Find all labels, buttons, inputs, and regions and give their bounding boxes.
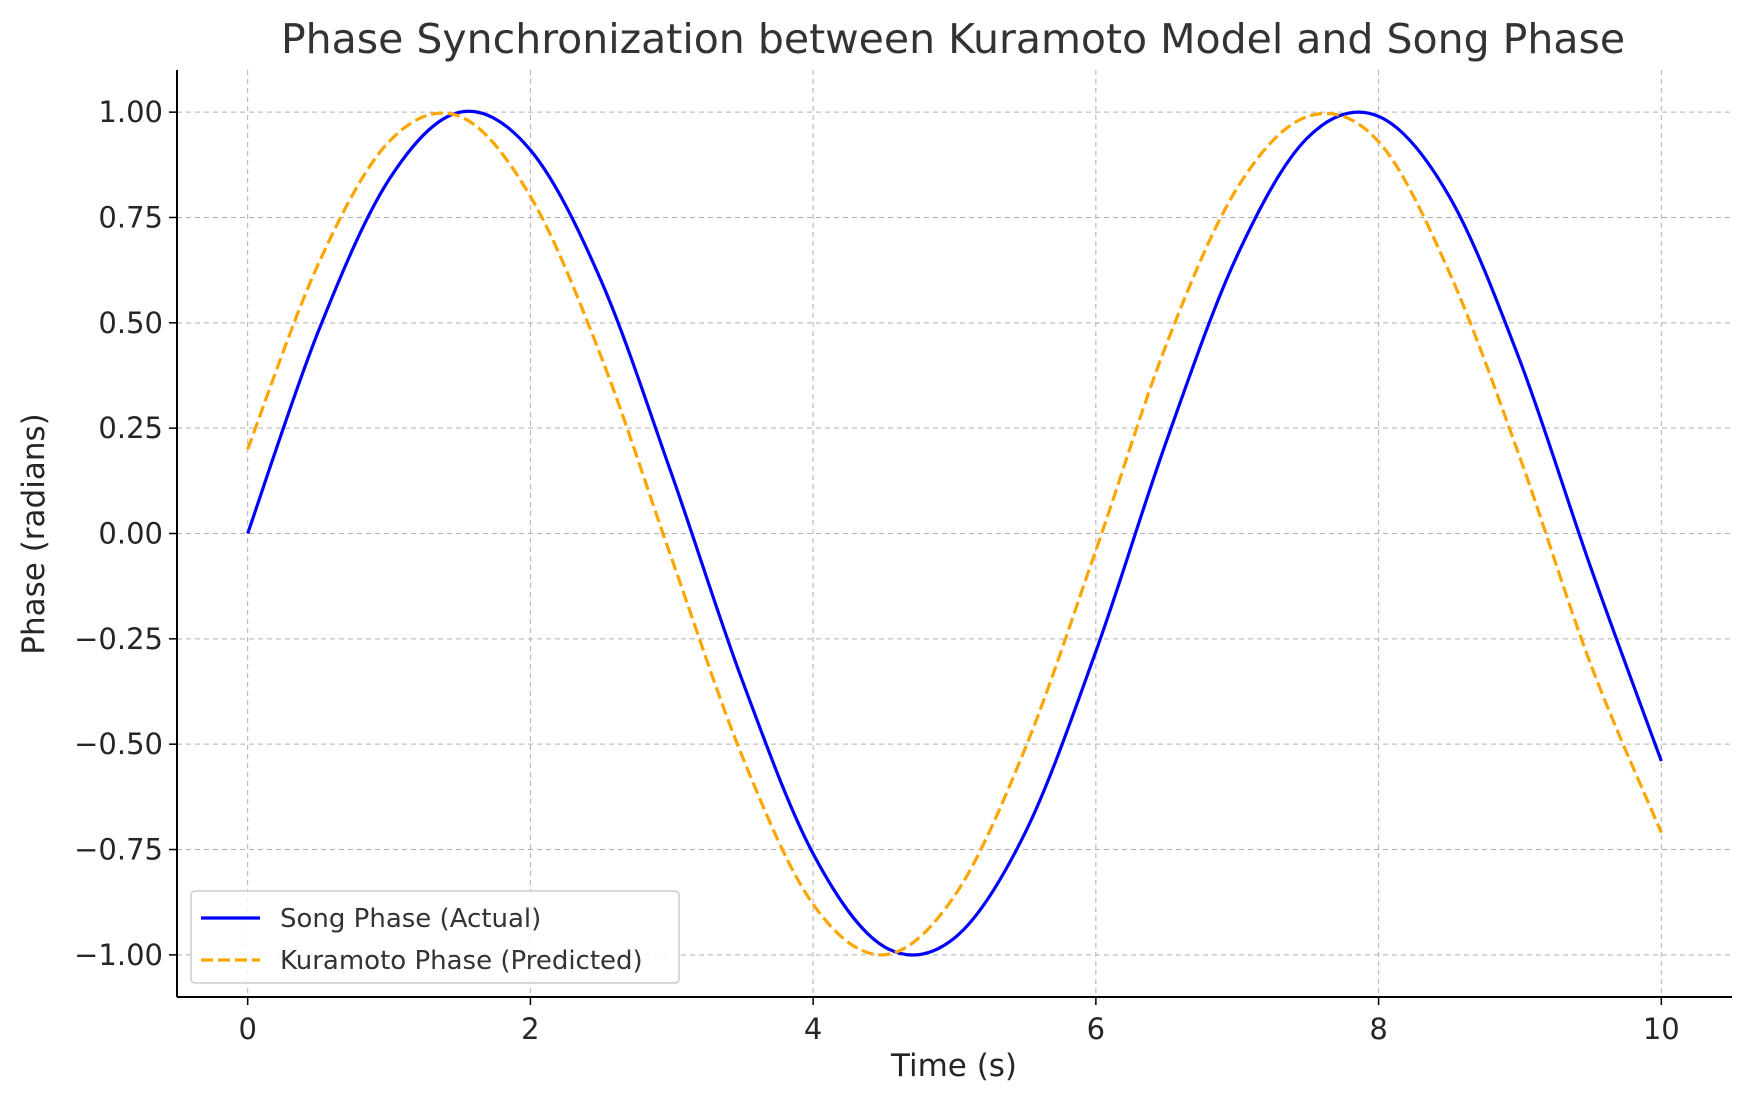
series-line-1	[246, 109, 1663, 957]
x-tick-label: 0	[238, 1012, 256, 1046]
y-tick-label: −0.25	[74, 622, 163, 656]
x-tick: 4	[804, 997, 822, 1046]
x-tick-label: 6	[1087, 1012, 1105, 1046]
y-tick: 0.50	[98, 306, 177, 340]
y-ticks: 1.00 0.75 0.50 0.25 0.00 −0.25 −0.50 −0.75 −1.00	[74, 95, 177, 972]
y-tick: −0.75	[74, 833, 177, 867]
y-tick-label: −1.00	[74, 938, 163, 972]
series-layer	[246, 109, 1663, 957]
grid	[177, 70, 1732, 997]
y-tick-label: −0.75	[74, 833, 163, 867]
x-axis-label: Time (s)	[890, 1048, 1017, 1084]
x-ticks: 0 2 4 6 8 10	[238, 997, 1680, 1046]
x-tick: 8	[1369, 997, 1388, 1046]
y-tick-label: 0.75	[98, 200, 163, 234]
y-tick: 0.00	[98, 517, 177, 551]
chart-title: Phase Synchronization between Kuramoto M…	[281, 15, 1625, 63]
x-tick: 6	[1087, 997, 1105, 1046]
x-tick: 2	[521, 997, 540, 1046]
legend-entry: Song Phase (Actual)	[201, 904, 541, 934]
x-tick-label: 10	[1643, 1012, 1680, 1046]
legend-box	[190, 890, 680, 984]
y-tick: −0.50	[74, 727, 177, 761]
y-tick-label: 1.00	[98, 95, 163, 129]
x-tick: 0	[238, 997, 257, 1046]
x-tick-label: 4	[804, 1012, 822, 1046]
x-tick: 10	[1643, 997, 1680, 1046]
legend-label: Kuramoto Phase (Predicted)	[280, 946, 643, 976]
x-tick-label: 8	[1369, 1012, 1387, 1046]
y-tick-label: 0.00	[98, 517, 163, 551]
legend: Song Phase (Actual) Kuramoto Phase (Predi…	[190, 890, 680, 984]
y-tick: 1.00	[98, 95, 177, 129]
y-tick: −1.00	[74, 938, 177, 972]
series-line-2	[246, 111, 1663, 957]
y-tick: −0.25	[74, 622, 177, 656]
legend-label: Song Phase (Actual)	[280, 904, 541, 934]
y-tick: 0.25	[98, 411, 177, 445]
y-tick: 0.75	[98, 200, 177, 234]
x-tick-label: 2	[521, 1012, 539, 1046]
y-tick-label: 0.25	[98, 411, 163, 445]
y-tick-label: 0.50	[98, 306, 163, 340]
y-tick-label: −0.50	[74, 727, 163, 761]
y-axis-label: Phase (radians)	[16, 413, 52, 654]
legend-entry: Kuramoto Phase (Predicted)	[201, 946, 643, 976]
